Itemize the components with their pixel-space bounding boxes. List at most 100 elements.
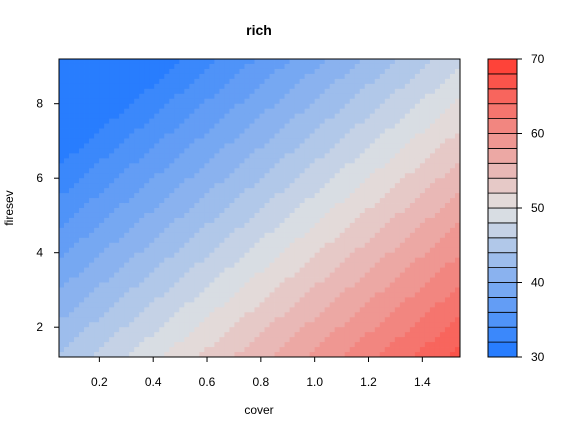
heatmap-cell	[289, 332, 295, 338]
heatmap-cell	[289, 59, 295, 65]
heatmap-cell	[399, 68, 406, 75]
heatmap-cell	[254, 232, 260, 239]
heatmap-cell	[69, 352, 75, 358]
heatmap-cell	[174, 292, 180, 298]
heatmap-cell	[354, 203, 361, 209]
heatmap-cell	[194, 342, 200, 348]
heatmap-cell	[164, 237, 170, 244]
heatmap-cell	[109, 148, 115, 154]
heatmap-cell	[169, 59, 175, 65]
heatmap-cell	[164, 158, 170, 164]
heatmap-cell	[204, 292, 210, 298]
heatmap-cell	[139, 168, 145, 174]
heatmap-cell	[364, 108, 371, 115]
heatmap-cell	[214, 133, 220, 139]
heatmap-cell	[59, 168, 65, 174]
heatmap-cell	[344, 342, 351, 348]
heatmap-cell	[429, 163, 436, 169]
heatmap-cell	[244, 59, 250, 65]
heatmap-cell	[389, 352, 396, 358]
heatmap-cell	[334, 168, 341, 174]
heatmap-cell	[439, 73, 446, 80]
heatmap-cell	[199, 203, 205, 209]
heatmap-cell	[419, 143, 426, 149]
heatmap-cell	[404, 143, 411, 149]
heatmap-cell	[339, 267, 346, 273]
heatmap-cell	[69, 277, 75, 283]
heatmap-cell	[59, 98, 65, 105]
heatmap-cell	[354, 292, 361, 298]
heatmap-cell	[59, 327, 65, 333]
heatmap-cell	[349, 342, 356, 348]
heatmap-cell	[299, 242, 306, 249]
heatmap-cell	[204, 312, 210, 318]
heatmap-cell	[444, 257, 451, 264]
heatmap-cell	[209, 247, 215, 254]
heatmap-cell	[339, 352, 346, 358]
heatmap-cell	[309, 342, 316, 348]
heatmap-cell	[279, 198, 285, 204]
heatmap-cell	[299, 113, 306, 119]
heatmap-cell	[154, 252, 160, 259]
heatmap-cell	[274, 98, 280, 105]
heatmap-cell	[189, 68, 195, 75]
heatmap-cell	[199, 123, 205, 129]
heatmap-cell	[254, 208, 260, 214]
heatmap-cell	[164, 252, 170, 259]
heatmap-cell	[269, 237, 275, 244]
heatmap-cell	[339, 287, 346, 293]
heatmap-cell	[184, 312, 190, 318]
heatmap-cell	[159, 158, 165, 164]
heatmap-cell	[84, 282, 90, 288]
heatmap-cell	[369, 332, 376, 338]
heatmap-cell	[169, 178, 175, 184]
heatmap-cell	[304, 297, 311, 303]
heatmap-cell	[384, 232, 391, 239]
heatmap-cell	[109, 342, 115, 348]
heatmap-cell	[274, 247, 280, 254]
heatmap-cell	[374, 317, 381, 323]
heatmap-cell	[219, 217, 225, 224]
heatmap-cell	[134, 108, 140, 115]
heatmap-cell	[359, 317, 366, 323]
heatmap-cell	[139, 68, 145, 75]
heatmap-cell	[294, 98, 300, 105]
heatmap-cell	[259, 93, 265, 100]
heatmap-cell	[109, 337, 115, 343]
heatmap-cell	[279, 108, 285, 115]
heatmap-cell	[249, 247, 255, 254]
heatmap-cell	[389, 148, 396, 154]
heatmap-cell	[424, 237, 431, 244]
heatmap-cell	[229, 78, 235, 85]
heatmap-cell	[389, 222, 396, 229]
heatmap-cell	[454, 148, 461, 154]
heatmap-cell	[429, 252, 436, 259]
heatmap-cell	[374, 232, 381, 239]
heatmap-cell	[229, 83, 235, 90]
heatmap-cell	[309, 347, 316, 353]
heatmap-cell	[89, 247, 95, 254]
heatmap-cell	[349, 108, 356, 115]
heatmap-cell	[389, 198, 396, 204]
heatmap-cell	[214, 193, 220, 199]
heatmap-cell	[189, 78, 195, 85]
heatmap-cell	[449, 183, 456, 189]
heatmap-cell	[349, 198, 356, 204]
heatmap-cell	[264, 118, 270, 124]
heatmap-cell	[134, 232, 140, 239]
heatmap-cell	[209, 312, 215, 318]
heatmap-cell	[359, 347, 366, 353]
heatmap-cell	[229, 98, 235, 105]
heatmap-cell	[349, 277, 356, 283]
heatmap-cell	[444, 158, 451, 164]
heatmap-cell	[374, 217, 381, 224]
heatmap-cell	[384, 297, 391, 303]
heatmap-cell	[304, 287, 311, 293]
heatmap-cell	[429, 143, 436, 149]
heatmap-cell	[194, 242, 200, 249]
heatmap-cell	[154, 73, 160, 80]
heatmap-cell	[449, 83, 456, 90]
heatmap-cell	[204, 347, 210, 353]
heatmap-cell	[274, 252, 280, 259]
heatmap-cell	[69, 153, 75, 159]
